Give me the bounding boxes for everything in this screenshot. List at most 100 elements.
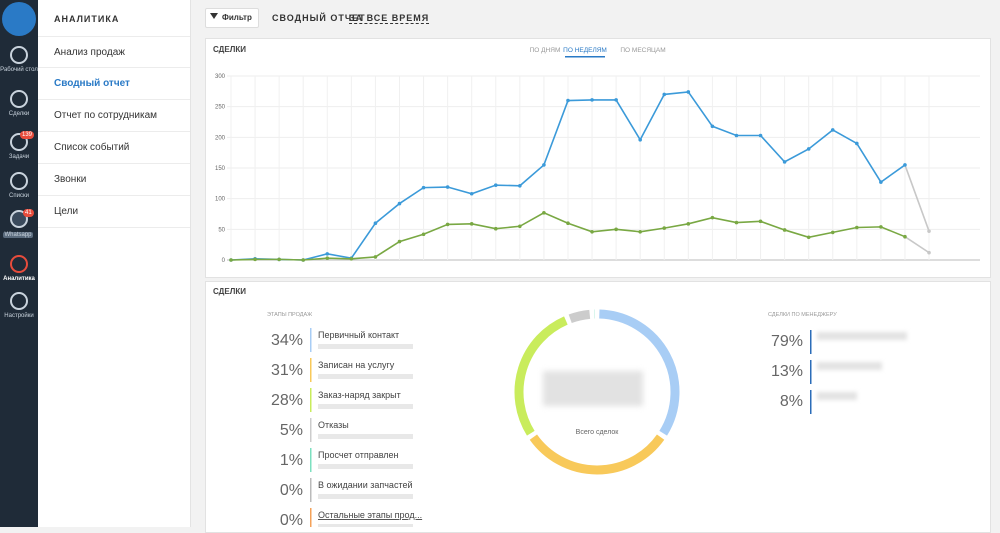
stage-blurred	[318, 374, 413, 379]
tab[interactable]: ПО ДНЯМ	[530, 47, 561, 54]
stage-bar	[310, 478, 312, 502]
pie-segment	[570, 314, 590, 318]
point	[277, 258, 281, 262]
stage-percent: 34%	[271, 332, 303, 349]
stage-name: Первичный контакт	[318, 330, 399, 340]
y-tick-label: 50	[218, 227, 225, 233]
point	[614, 228, 618, 232]
nav-label[interactable]: Аналитика	[0, 276, 38, 282]
nav-label[interactable]: Настройки	[0, 313, 38, 319]
manager-blurred	[817, 332, 907, 340]
point	[903, 235, 907, 239]
point	[470, 192, 474, 196]
stage-name: Остальные этапы прод...	[318, 510, 422, 520]
stage-blurred	[318, 494, 413, 499]
point	[614, 98, 618, 102]
nav-label[interactable]: Сделки	[0, 111, 38, 117]
point	[325, 256, 329, 260]
manager-percent: 79%	[771, 333, 803, 350]
point	[879, 225, 883, 229]
point	[735, 134, 739, 138]
point	[253, 258, 257, 262]
submenu-item[interactable]: Сводный отчет	[38, 68, 190, 100]
stage-percent: 5%	[280, 422, 303, 439]
stage-blurred	[318, 344, 413, 349]
stage-bar	[310, 448, 312, 472]
point	[494, 183, 498, 187]
tab[interactable]: ПО НЕДЕЛЯМ	[563, 47, 607, 54]
period-select[interactable]: ЗА ВСЕ ВРЕМЯ	[349, 13, 429, 24]
stage-bar	[310, 328, 312, 352]
point	[494, 227, 498, 231]
total-blurred	[543, 371, 643, 406]
stage-blurred	[318, 464, 413, 469]
stage-percent: 1%	[280, 452, 303, 469]
logo[interactable]	[2, 2, 36, 36]
submenu-item[interactable]: Анализ продаж	[38, 36, 190, 68]
stage-bar	[310, 358, 312, 382]
nav-icon[interactable]	[10, 172, 28, 190]
stage-percent: 0%	[280, 512, 303, 527]
point	[325, 252, 329, 256]
point	[446, 223, 450, 227]
nav-icon[interactable]	[10, 255, 28, 273]
point	[422, 186, 426, 190]
point	[374, 221, 378, 225]
point	[783, 228, 787, 232]
point	[638, 138, 642, 142]
stage-name: Записан на услугу	[318, 360, 395, 370]
filter-icon	[210, 13, 218, 19]
stages-title: ЭТАПЫ ПРОДАЖ	[267, 312, 312, 318]
point	[398, 202, 402, 206]
point	[566, 221, 570, 225]
badge: 41	[23, 209, 34, 217]
y-tick-label: 300	[215, 74, 226, 80]
point	[759, 220, 763, 224]
nav-icon[interactable]	[10, 46, 28, 64]
point	[735, 221, 739, 225]
submenu-item[interactable]: Список событий	[38, 132, 190, 164]
point	[759, 134, 763, 138]
point	[229, 258, 233, 262]
point	[687, 90, 691, 94]
submenu-item[interactable]: Звонки	[38, 164, 190, 196]
stage-percent: 28%	[271, 392, 303, 409]
point	[687, 222, 691, 226]
nav-label[interactable]: Списки	[0, 193, 38, 199]
manager-blurred	[817, 392, 857, 400]
point	[855, 226, 859, 230]
nav-icon[interactable]	[10, 292, 28, 310]
stage-bar	[310, 388, 312, 412]
stage-blurred	[318, 434, 413, 439]
y-tick-label: 200	[215, 135, 226, 141]
stage-name: Заказ-наряд закрыт	[318, 390, 401, 400]
nav-label[interactable]: Whatsapp	[3, 232, 33, 238]
submenu-item[interactable]: Цели	[38, 196, 190, 228]
submenu-item[interactable]: Отчет по сотрудникам	[38, 100, 190, 132]
point	[350, 257, 354, 261]
manager-bar	[810, 390, 812, 414]
series-last-segment	[905, 165, 929, 231]
point	[711, 216, 715, 220]
manager-blurred	[817, 362, 882, 370]
nav-icon[interactable]	[10, 90, 28, 108]
nav-label[interactable]: Задачи	[0, 154, 38, 160]
y-tick-label: 250	[215, 105, 226, 111]
y-tick-label: 100	[215, 197, 226, 203]
card-title: СДЕЛКИ	[213, 287, 246, 296]
manager-percent: 13%	[771, 363, 803, 380]
card-title: СДЕЛКИ	[213, 45, 246, 54]
tab[interactable]: ПО МЕСЯЦАМ	[620, 47, 665, 54]
managers-title: СДЕЛКИ ПО МЕНЕДЖЕРУ	[768, 312, 837, 318]
stage-name: Просчет отправлен	[318, 450, 399, 460]
manager-bar	[810, 360, 812, 384]
stage-percent: 31%	[271, 362, 303, 379]
point	[783, 160, 787, 164]
point	[831, 231, 835, 235]
point	[807, 236, 811, 240]
point	[927, 229, 931, 233]
point	[542, 211, 546, 215]
nav-label[interactable]: Рабочий стол	[0, 67, 38, 73]
